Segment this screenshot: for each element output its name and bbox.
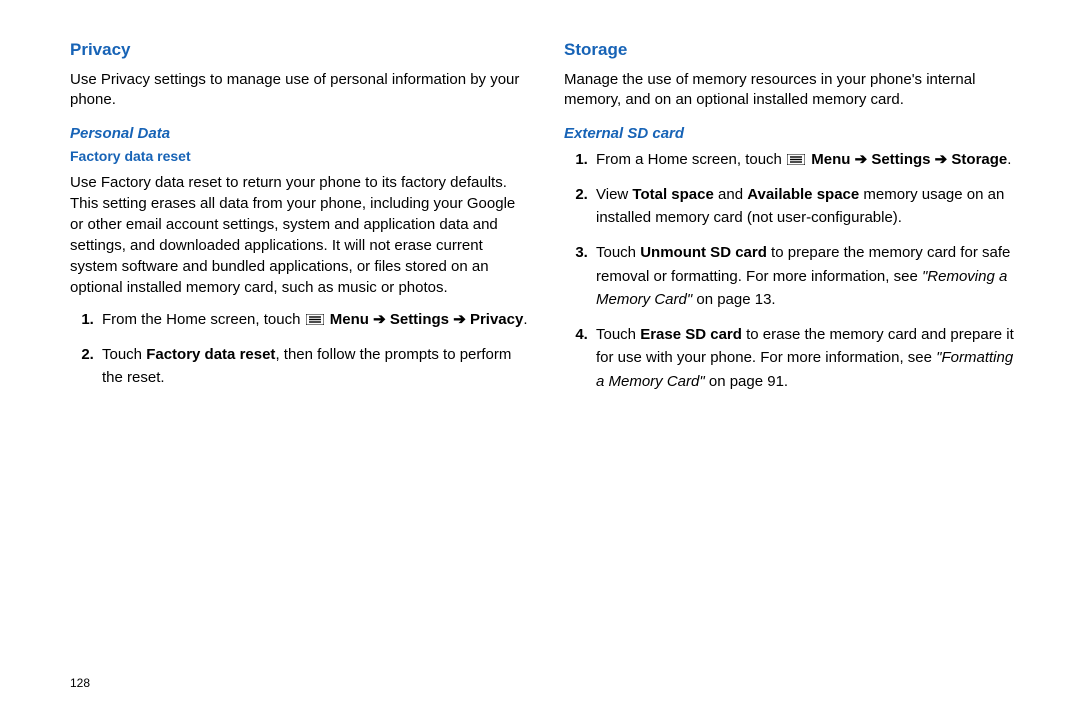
menu-label: Menu <box>330 311 369 328</box>
privacy-heading: Privacy <box>70 40 528 60</box>
right-column: Storage Manage the use of memory resourc… <box>564 40 1022 676</box>
list-item: Touch Erase SD card to erase the memory … <box>592 323 1022 393</box>
unmount-label: Unmount SD card <box>640 244 767 261</box>
storage-intro: Manage the use of memory resources in yo… <box>564 70 1022 111</box>
storage-steps: From a Home screen, touch Menu ➔ Setting… <box>564 148 1022 393</box>
menu-icon <box>787 154 805 165</box>
list-item: From a Home screen, touch Menu ➔ Setting… <box>592 148 1022 171</box>
step-text: and <box>714 186 747 203</box>
arrow: ➔ <box>931 151 952 168</box>
list-item: From the Home screen, touch Menu ➔ Setti… <box>98 308 528 331</box>
privacy-label: Privacy <box>470 311 523 328</box>
personal-data-heading: Personal Data <box>70 125 528 142</box>
page-ref: on page 91. <box>705 373 788 390</box>
storage-label: Storage <box>951 151 1007 168</box>
page-ref: on page 13. <box>692 291 775 308</box>
menu-icon <box>306 314 324 325</box>
two-column-layout: Privacy Use Privacy settings to manage u… <box>70 40 1022 676</box>
factory-reset-label: Factory data reset <box>146 346 275 363</box>
step-text: View <box>596 186 632 203</box>
factory-reset-body: Use Factory data reset to return your ph… <box>70 172 528 298</box>
privacy-steps: From the Home screen, touch Menu ➔ Setti… <box>70 308 528 390</box>
settings-label: Settings <box>871 151 930 168</box>
step-text: Touch <box>596 244 640 261</box>
period: . <box>1007 151 1011 168</box>
page-number: 128 <box>70 676 1022 690</box>
period: . <box>523 311 527 328</box>
left-column: Privacy Use Privacy settings to manage u… <box>70 40 528 676</box>
storage-heading: Storage <box>564 40 1022 60</box>
arrow: ➔ <box>369 311 390 328</box>
list-item: View Total space and Available space mem… <box>592 183 1022 230</box>
list-item: Touch Factory data reset, then follow th… <box>98 343 528 390</box>
manual-page: Privacy Use Privacy settings to manage u… <box>0 0 1080 720</box>
arrow: ➔ <box>449 311 470 328</box>
external-sd-heading: External SD card <box>564 125 1022 142</box>
factory-reset-heading: Factory data reset <box>70 148 528 164</box>
step-text: From a Home screen, touch <box>596 151 786 168</box>
erase-label: Erase SD card <box>640 326 742 343</box>
list-item: Touch Unmount SD card to prepare the mem… <box>592 241 1022 311</box>
privacy-intro: Use Privacy settings to manage use of pe… <box>70 70 528 111</box>
step-text: From the Home screen, touch <box>102 311 305 328</box>
step-text: Touch <box>102 346 146 363</box>
menu-label: Menu <box>811 151 850 168</box>
total-space-label: Total space <box>632 186 713 203</box>
arrow: ➔ <box>850 151 871 168</box>
settings-label: Settings <box>390 311 449 328</box>
step-text: Touch <box>596 326 640 343</box>
available-space-label: Available space <box>747 186 859 203</box>
